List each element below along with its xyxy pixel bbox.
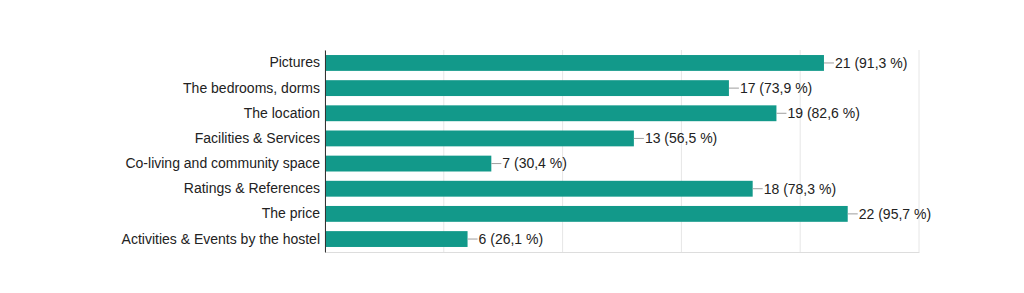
bar bbox=[325, 55, 824, 71]
data-label: 17 (73,9 %) bbox=[740, 80, 812, 96]
label-connector bbox=[824, 62, 834, 63]
data-label: 18 (78,3 %) bbox=[764, 181, 836, 197]
data-label: 13 (56,5 %) bbox=[645, 130, 717, 146]
data-label: 22 (95,7 %) bbox=[859, 206, 931, 222]
y-tick: Facilities & Services bbox=[195, 130, 325, 146]
y-tick: Pictures bbox=[269, 54, 325, 70]
bar bbox=[325, 206, 848, 222]
y-tick: The bedrooms, dorms bbox=[183, 80, 325, 96]
y-tick: Ratings & References bbox=[184, 180, 325, 196]
label-connector bbox=[468, 239, 478, 240]
bar bbox=[325, 130, 634, 146]
y-tick-label: The bedrooms, dorms bbox=[183, 80, 320, 96]
bar bbox=[325, 231, 468, 247]
y-tick: Co-living and community space bbox=[125, 155, 325, 171]
y-tick-label: Facilities & Services bbox=[195, 130, 320, 146]
data-labels: 21 (91,3 %) 17 (73,9 %) 19 (82,6 %) 13 (56,… bbox=[468, 55, 932, 247]
data-label: 7 (30,4 %) bbox=[502, 155, 567, 171]
bar bbox=[325, 80, 729, 96]
grid-line bbox=[325, 50, 326, 252]
chart: Pictures The bedrooms, dorms The location F… bbox=[0, 0, 1024, 293]
label-connector bbox=[848, 213, 858, 214]
y-tick-label: The price bbox=[262, 205, 321, 221]
y-tick-label: The location bbox=[244, 105, 320, 121]
x-axis bbox=[326, 252, 920, 254]
label-connector bbox=[753, 188, 763, 189]
y-tick-label: Ratings & References bbox=[184, 180, 320, 196]
plot: Pictures The bedrooms, dorms The location F… bbox=[122, 50, 932, 253]
label-connector bbox=[634, 138, 644, 139]
y-tick-label: Co-living and community space bbox=[125, 155, 320, 171]
y-axis: Pictures The bedrooms, dorms The location F… bbox=[122, 51, 326, 253]
bar bbox=[325, 156, 491, 172]
label-connector bbox=[729, 88, 739, 89]
y-axis-line bbox=[325, 51, 326, 253]
bars bbox=[325, 55, 848, 247]
y-tick-label: Activities & Events by the hostel bbox=[122, 231, 320, 247]
label-connector bbox=[776, 113, 786, 114]
grid bbox=[325, 50, 919, 252]
data-label: 6 (26,1 %) bbox=[479, 231, 544, 247]
data-label: 19 (82,6 %) bbox=[787, 105, 859, 121]
bar bbox=[325, 105, 776, 121]
y-tick: The price bbox=[262, 205, 325, 221]
data-label: 21 (91,3 %) bbox=[835, 55, 907, 71]
bar bbox=[325, 181, 753, 197]
y-tick: Activities & Events by the hostel bbox=[122, 231, 325, 247]
label-connector bbox=[491, 163, 501, 164]
y-tick: The location bbox=[244, 105, 325, 121]
x-axis-line bbox=[326, 252, 920, 253]
y-tick-label: Pictures bbox=[269, 54, 320, 70]
